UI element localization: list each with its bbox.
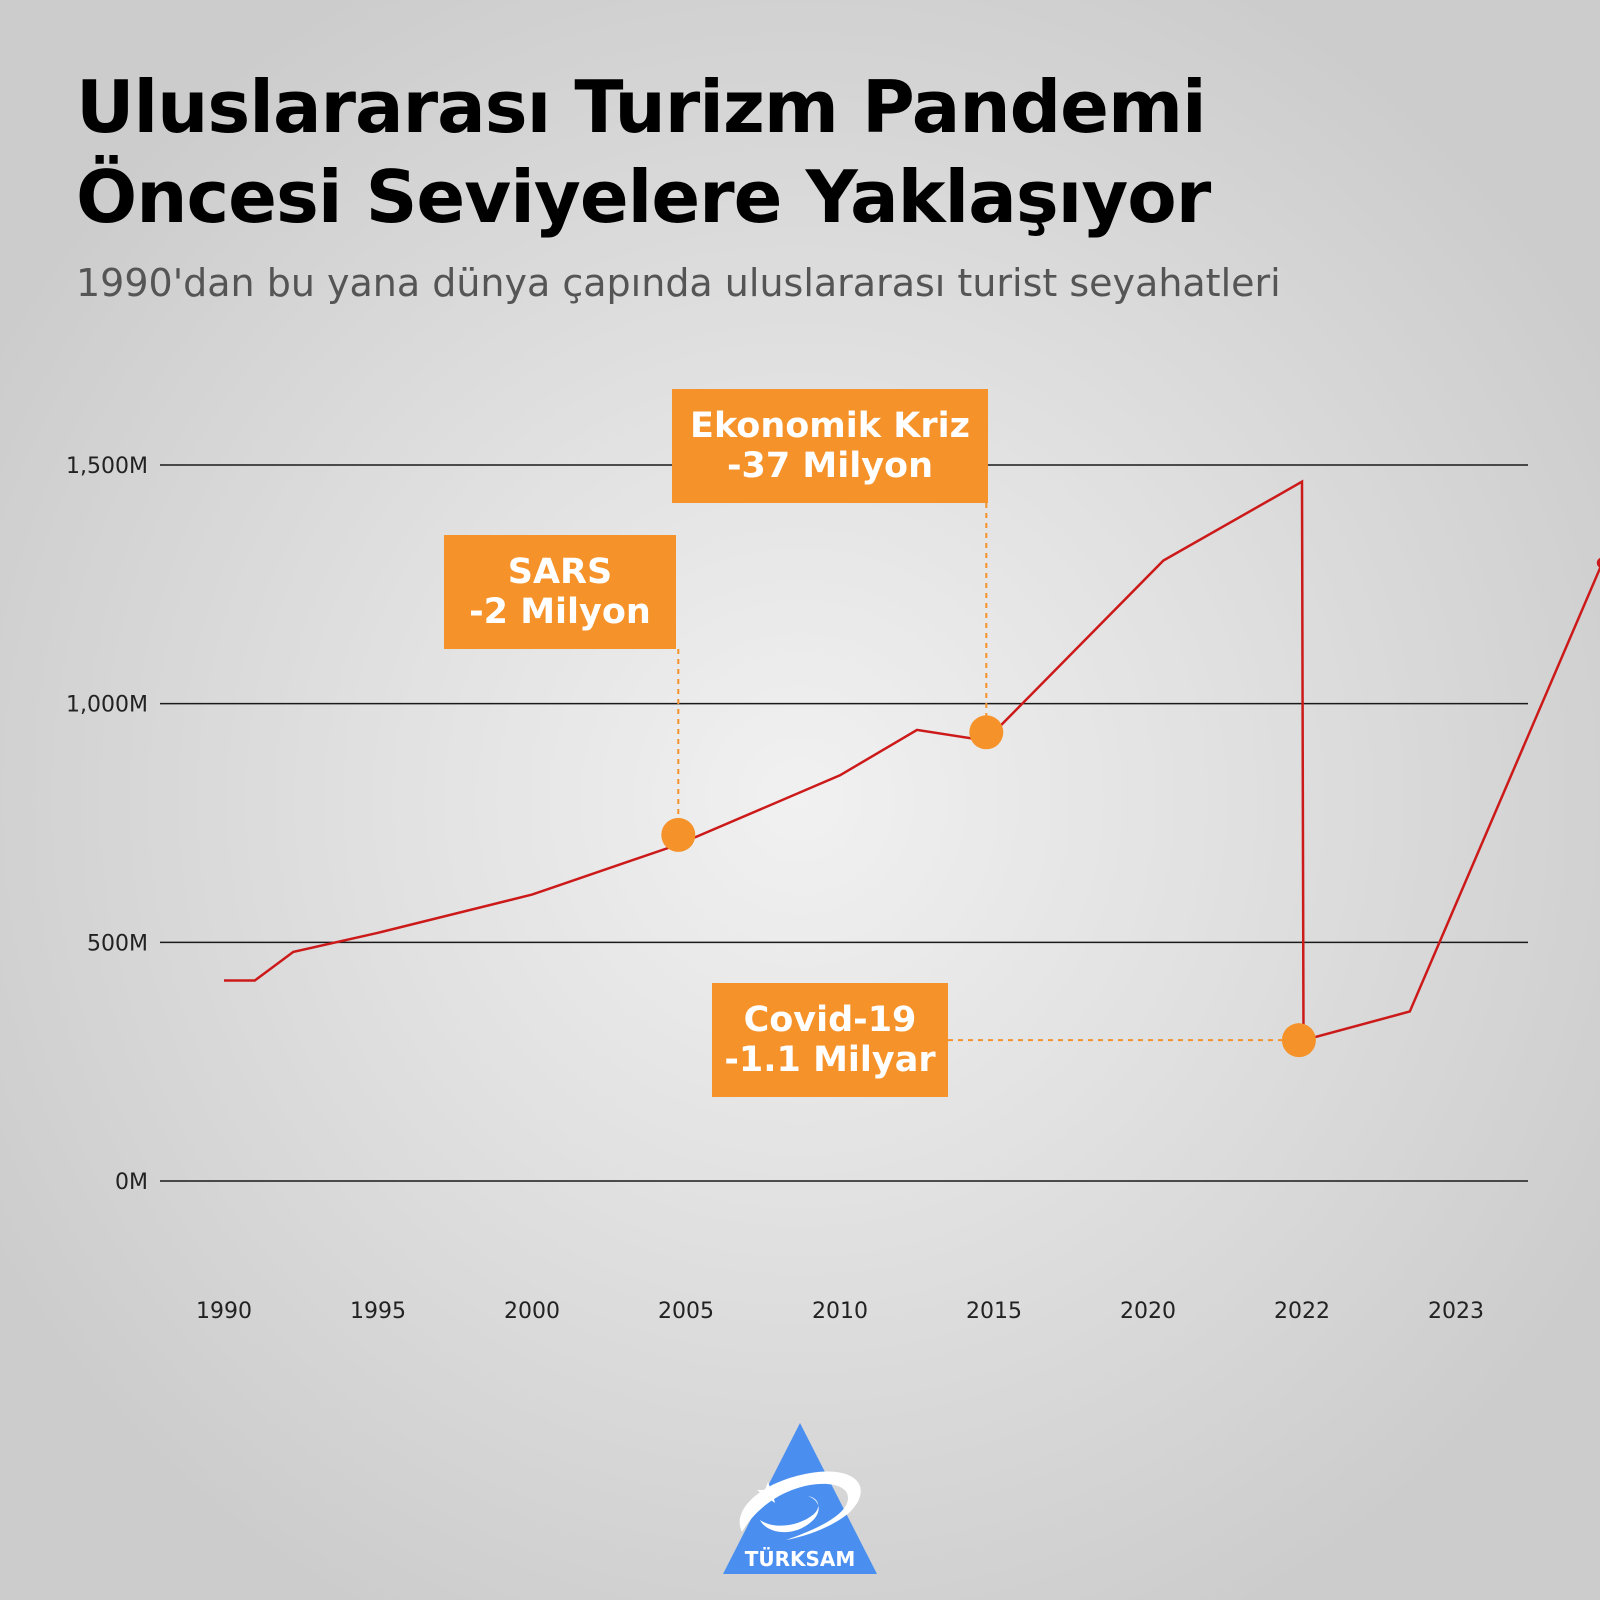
y-tick-label-1: 500M xyxy=(87,931,148,956)
annotation-sars-line-1: SARS xyxy=(507,552,613,592)
annotation-economic-crisis: Ekonomik Kriz -37 Milyon xyxy=(672,389,988,503)
annotation-sars-dot xyxy=(661,817,696,852)
annotation-sars: SARS -2 Milyon xyxy=(444,535,676,649)
page-title: Uluslararası Turizm Pandemi Öncesi Seviy… xyxy=(76,62,1496,242)
annotation-economic-crisis-line-1: Ekonomik Kriz xyxy=(690,406,970,446)
x-tick-label-4: 2010 xyxy=(812,1299,868,1324)
x-tick-label-5: 2015 xyxy=(966,1299,1022,1324)
x-tick-label-2: 2000 xyxy=(504,1299,560,1324)
series-line xyxy=(224,479,1600,1042)
annotation-covid: Covid-19 -1.1 Milyar xyxy=(712,983,948,1097)
x-tick-label-0: 1990 xyxy=(196,1299,252,1324)
annotation-economic-crisis-dot xyxy=(969,715,1004,750)
line-chart: 0M 500M 1,000M 1,500M 1990 1995 2000 2005 2010 20… xyxy=(66,454,1600,1324)
annotation-covid-line-1: Covid-19 xyxy=(743,1000,917,1040)
title-line-1: Uluslararası Turizm Pandemi xyxy=(76,65,1207,149)
x-tick-label-3: 2005 xyxy=(658,1299,714,1324)
title-line-2: Öncesi Seviyelere Yaklaşıyor xyxy=(76,155,1211,239)
page-subtitle: 1990'dan bu yana dünya çapında uluslarar… xyxy=(76,261,1281,305)
x-tick-label-1: 1995 xyxy=(350,1299,406,1324)
annotation-sars-line-2: -2 Milyon xyxy=(469,592,651,632)
y-tick-label-2: 1,000M xyxy=(66,693,148,718)
series-end-point xyxy=(1596,557,1600,568)
x-tick-label-7: 2022 xyxy=(1274,1299,1330,1324)
x-tick-label-8: 2023 xyxy=(1428,1299,1484,1324)
annotation-covid-dot xyxy=(1281,1023,1316,1058)
annotation-economic-crisis-line-2: -37 Milyon xyxy=(726,446,934,486)
annotation-covid-line-2: -1.1 Milyar xyxy=(724,1040,936,1080)
y-tick-label-3: 1,500M xyxy=(66,454,148,479)
turksam-logo: TÜRKSAM xyxy=(723,1423,877,1574)
y-tick-label-0: 0M xyxy=(115,1170,148,1195)
x-tick-label-6: 2020 xyxy=(1120,1299,1176,1324)
logo-text: TÜRKSAM xyxy=(745,1547,856,1571)
